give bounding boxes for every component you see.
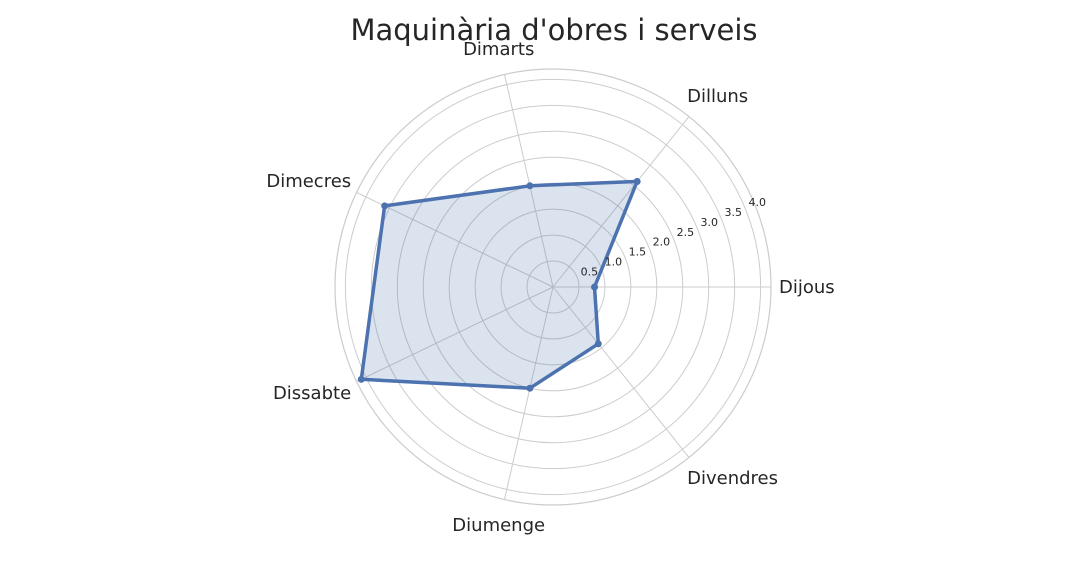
category-label: Dijous bbox=[779, 277, 835, 298]
spoke bbox=[552, 116, 690, 288]
data-point bbox=[594, 340, 602, 348]
data-point bbox=[591, 283, 599, 291]
spoke bbox=[504, 74, 554, 288]
series-area bbox=[361, 181, 638, 389]
r-tick-label: 0.5 bbox=[581, 266, 599, 279]
r-tick-label: 3.0 bbox=[701, 216, 719, 229]
category-label: Diumenge bbox=[452, 515, 545, 536]
radar-labels: 0.5 1.0 1.5 2.0 2.5 3.0 3.5 4.0 Dijous Dilluns Dim… bbox=[266, 39, 834, 536]
data-point bbox=[381, 202, 389, 210]
chart-title: Maquinària d'obres i serveis bbox=[350, 13, 757, 47]
data-point bbox=[526, 384, 534, 392]
category-label: Dimecres bbox=[266, 171, 351, 192]
spoke bbox=[356, 191, 554, 288]
spoke bbox=[552, 286, 690, 458]
category-label: Dissabte bbox=[273, 383, 351, 404]
data-point bbox=[526, 182, 534, 190]
series-line bbox=[359, 179, 639, 390]
r-tick-label: 2.5 bbox=[677, 226, 695, 239]
r-tick-label: 3.5 bbox=[725, 206, 743, 219]
r-tick-label: 1.0 bbox=[605, 256, 623, 269]
r-tick-label: 2.0 bbox=[653, 236, 671, 249]
radar-grid bbox=[334, 68, 772, 506]
category-label: Dilluns bbox=[687, 86, 748, 107]
spoke bbox=[356, 286, 554, 383]
data-point bbox=[357, 375, 365, 383]
spoke bbox=[504, 286, 554, 500]
radar-series bbox=[357, 177, 641, 392]
r-tick-label: 1.5 bbox=[629, 246, 647, 259]
r-tick-label: 4.0 bbox=[749, 196, 767, 209]
category-label: Dimarts bbox=[463, 39, 534, 60]
category-label: Divendres bbox=[687, 468, 778, 489]
data-point bbox=[633, 177, 641, 185]
